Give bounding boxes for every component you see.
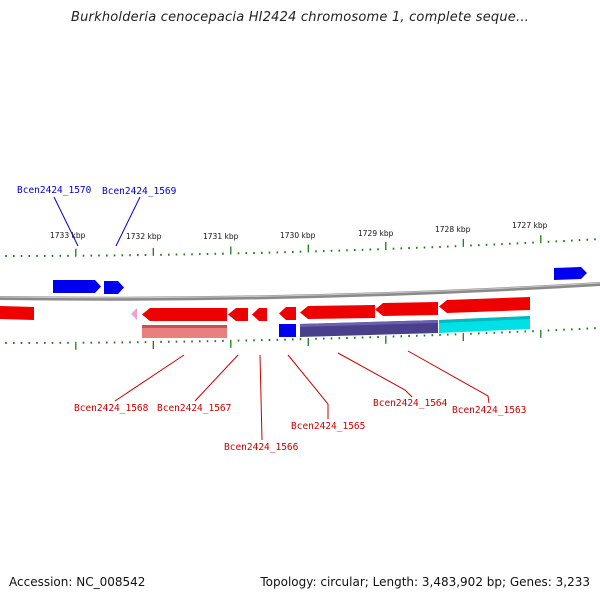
topology-summary: Topology: circular; Length: 3,483,902 bp… <box>260 575 590 589</box>
gene-bcen2424-1570[interactable] <box>53 280 101 293</box>
scale-label-1732: 1732 kbp <box>126 232 162 241</box>
cds-bcen2424-1565[interactable] <box>279 324 296 337</box>
cds-bcen2424-1568[interactable] <box>142 325 227 338</box>
callout-1568 <box>114 354 185 402</box>
chromosome-backbone-highlight <box>0 282 600 299</box>
gene-label-1565[interactable]: Bcen2424_1565 <box>291 421 365 432</box>
callout-1563 <box>407 350 490 404</box>
callout-1565 <box>287 354 329 419</box>
callout-1570 <box>53 196 79 247</box>
scale-ticks-bottom <box>5 327 596 350</box>
gene-pink-marker[interactable] <box>131 308 137 320</box>
gene-bcen2424-1568[interactable] <box>142 308 227 321</box>
gene-forward-right[interactable] <box>554 267 587 280</box>
gene-bcen2424-1567[interactable] <box>228 308 248 321</box>
gene-bcen2424-1564[interactable] <box>300 305 375 319</box>
scale-ticks-top <box>5 235 596 257</box>
scale-label-1731: 1731 kbp <box>203 232 239 241</box>
gene-bcen2424-1564b[interactable] <box>375 302 438 316</box>
cds-bcen2424-1563-shade <box>439 316 530 323</box>
cds-bcen2424-1564-shade <box>300 320 438 327</box>
gene-label-1567[interactable]: Bcen2424_1567 <box>157 403 231 414</box>
cds-bcen2424-1568-shade <box>142 325 227 328</box>
gene-bcen2424-1563[interactable] <box>439 297 530 313</box>
gene-reverse-left-edge[interactable] <box>0 306 34 320</box>
gene-label-1568[interactable]: Bcen2424_1568 <box>74 403 149 414</box>
scale-label-1728: 1728 kbp <box>435 225 471 234</box>
accession-text: Accession: NC_008542 <box>9 575 146 589</box>
gene-bcen2424-1566[interactable] <box>252 308 267 321</box>
scale-label-1729: 1729 kbp <box>358 229 394 238</box>
scale-label-1727: 1727 kbp <box>512 221 548 230</box>
gene-label-1564[interactable]: Bcen2424_1564 <box>373 398 448 409</box>
gene-label-1569[interactable]: Bcen2424_1569 <box>102 186 177 197</box>
gene-label-1563[interactable]: Bcen2424_1563 <box>452 405 526 416</box>
callout-1566 <box>259 354 263 441</box>
gene-label-1570[interactable]: Bcen2424_1570 <box>17 185 92 196</box>
callout-1564 <box>337 352 413 398</box>
scale-label-1733: 1733 kbp <box>50 231 86 240</box>
scale-label-1730: 1730 kbp <box>280 231 316 240</box>
map-title: Burkholderia cenocepacia HI2424 chromoso… <box>71 10 529 25</box>
gene-label-1566[interactable]: Bcen2424_1566 <box>224 442 299 453</box>
chromosome-backbone <box>0 282 600 301</box>
gene-bcen2424-1569[interactable] <box>104 281 124 294</box>
callout-1567 <box>194 354 239 402</box>
gene-bcen2424-1565[interactable] <box>279 307 296 320</box>
callout-1569 <box>115 196 141 247</box>
